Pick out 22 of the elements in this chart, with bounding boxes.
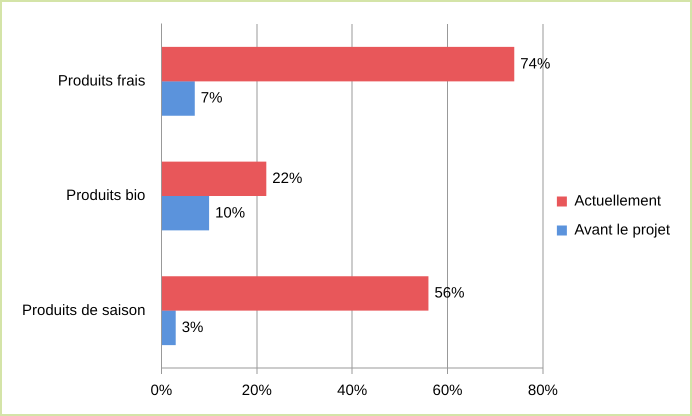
bar <box>162 81 195 116</box>
bar <box>162 276 428 311</box>
data-label: 3% <box>182 319 204 336</box>
bar <box>162 46 514 82</box>
bar <box>162 310 176 346</box>
y-tick-label: Produits de saison <box>22 302 146 319</box>
bar <box>162 162 266 196</box>
y-tick-label: Produits frais <box>58 72 146 90</box>
legend-label: Avant le projet <box>574 222 671 239</box>
bar <box>162 196 210 230</box>
legend-label: Actuellement <box>574 192 662 210</box>
data-label: 22% <box>272 170 302 187</box>
x-tick-label: 60% <box>432 382 463 400</box>
data-label: 10% <box>215 204 246 222</box>
x-tick-label: 20% <box>242 382 272 400</box>
x-tick-label: 0% <box>150 382 172 400</box>
x-tick-label: 40% <box>337 382 368 400</box>
data-label: 56% <box>434 284 464 302</box>
y-tick-label: Produits bio <box>66 187 146 204</box>
data-label: 7% <box>200 90 222 107</box>
data-label: 74% <box>520 55 550 72</box>
x-tick-label: 80% <box>528 382 558 400</box>
